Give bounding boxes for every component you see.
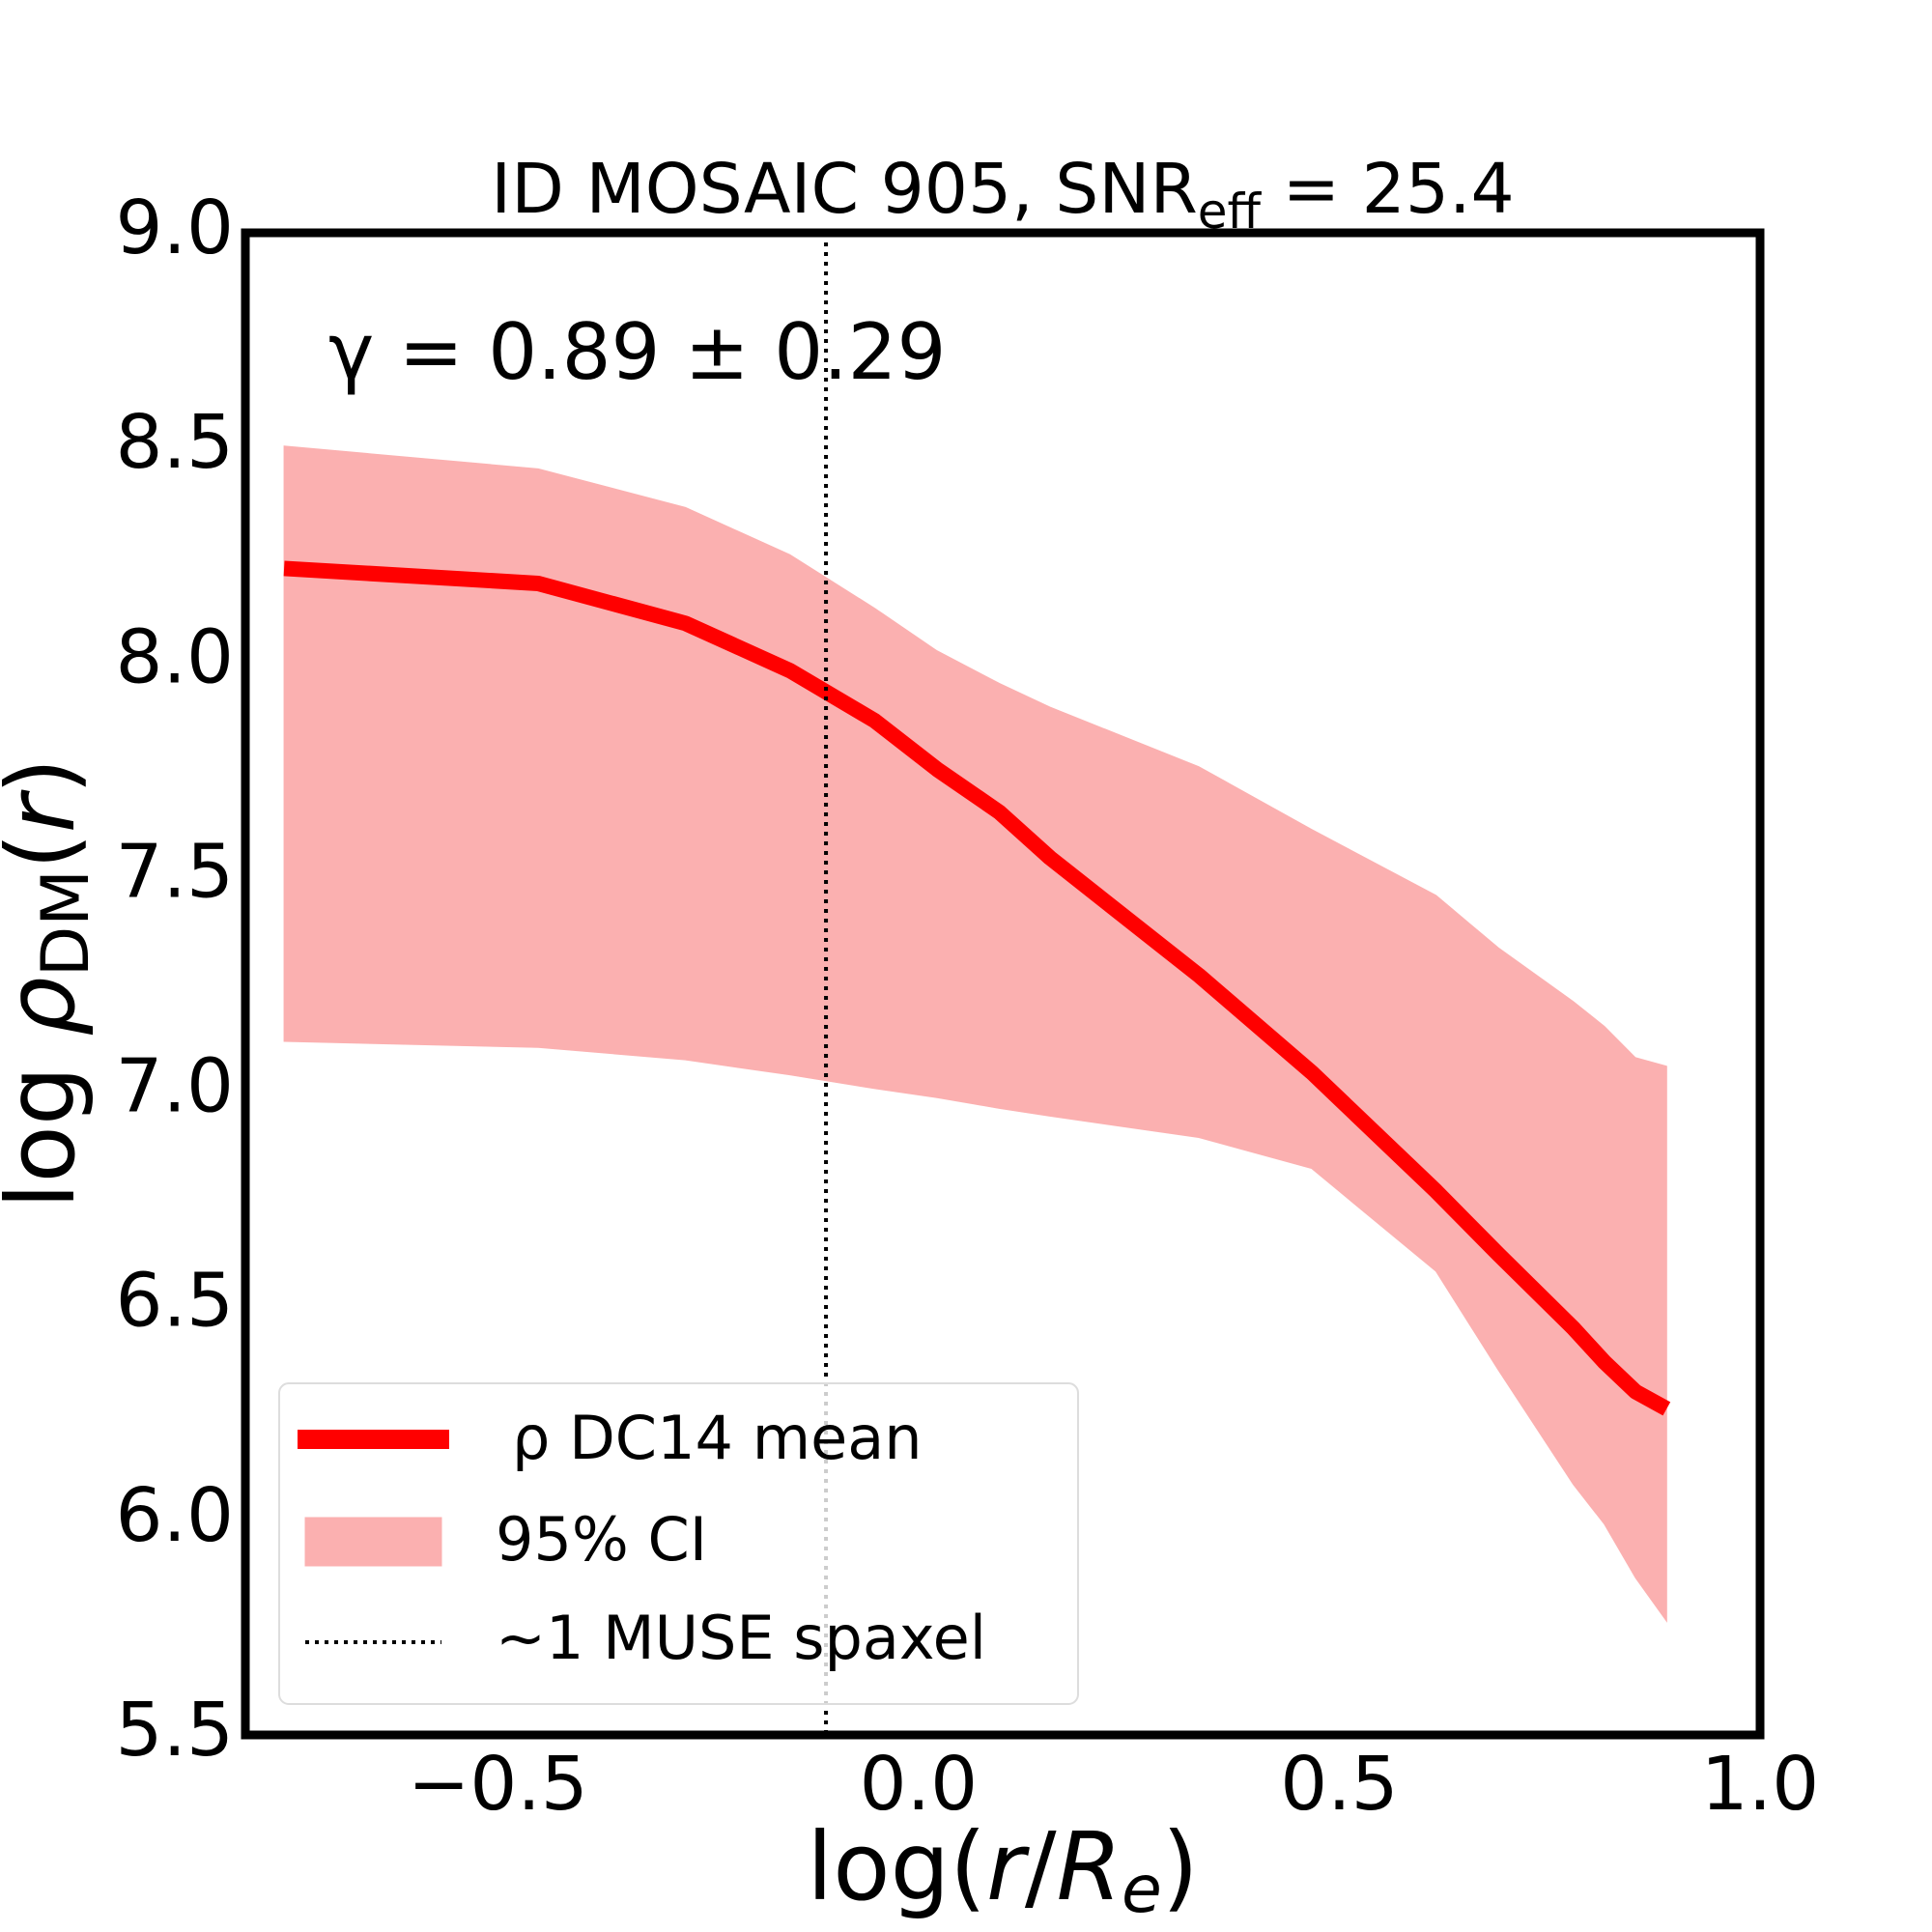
legend-box [278,1382,1079,1705]
y-tick-label: 5.5 [116,1688,234,1774]
legend-label: 95% CI [496,1504,707,1575]
ylabel: ) [0,758,96,795]
ylabel: log [0,1037,96,1209]
y-tick-label: 7.5 [116,829,234,915]
xlabel: ) [1162,1812,1199,1921]
xlabel: log( [807,1812,986,1921]
y-tick-label: 6.5 [116,1259,234,1345]
xlabel-sub: e [1122,1852,1162,1928]
xlabel: / [1025,1812,1057,1921]
ylabel: ρ [0,977,96,1037]
legend-label: ~1 MUSE spaxel [496,1603,986,1673]
annotation: γ = 0.89 ± 0.29 [328,307,946,397]
legend-label: ρ DC14 mean [512,1403,923,1473]
ylabel: r [0,789,96,833]
y-tick-label: 8.0 [116,614,234,700]
y-tick-label: 8.5 [116,400,234,486]
title-text: ID MOSAIC 905, SNR [491,149,1198,229]
xlabel: R [1057,1812,1122,1921]
y-axis-label: log ρDM(r) [0,758,104,1209]
ylabel: ( [0,833,96,869]
title-text: = 25.4 [1261,149,1515,229]
plot-frame [241,228,1765,1740]
x-tick-label: −0.5 [408,1742,588,1828]
ylabel-sub: DM [28,869,104,977]
y-tick-label: 9.0 [116,185,234,271]
x-tick-label: 0.0 [860,1742,978,1828]
chart-title: ID MOSAIC 905, SNReff = 25.4 [491,149,1514,240]
x-tick-label: 1.0 [1701,1742,1819,1828]
legend: ρ DC14 mean 95% CI ~1 MUSE spaxel [278,1382,1079,1705]
legend-patch [304,1517,442,1567]
x-axis-label: log(r/Re) [807,1812,1198,1927]
y-tick-label: 7.0 [116,1044,234,1130]
mean-line [283,560,1671,1416]
xlabel: r [986,1812,1030,1921]
y-tick-label: 6.0 [116,1473,234,1559]
x-tick-label: 0.5 [1280,1742,1398,1828]
ci-band [283,445,1667,1623]
